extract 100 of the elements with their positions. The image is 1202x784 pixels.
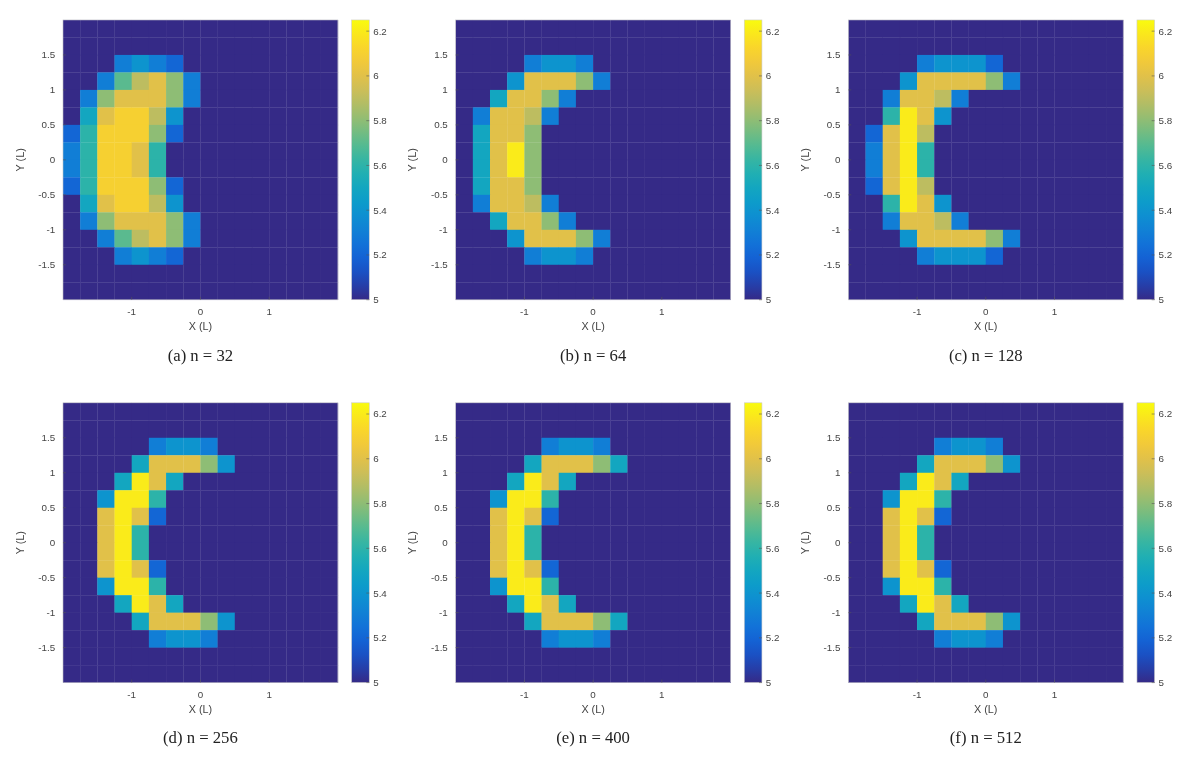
color-bar-label: 5.6: [373, 159, 388, 171]
color-bar-label: 5.2: [765, 632, 780, 644]
color-bar-label: 5.6: [373, 542, 388, 554]
color-bar-label: 5.8: [373, 115, 388, 127]
color-bar-label: 5.4: [1158, 587, 1173, 599]
x-tick-label: -1: [912, 689, 922, 701]
x-tick-label: 1: [659, 689, 665, 701]
x-tick-label: -1: [912, 306, 922, 318]
y-tick-label: -1: [831, 224, 841, 236]
color-bar-label: 5.4: [373, 587, 388, 599]
color-bar-label: 5.8: [1158, 497, 1173, 509]
color-bar-label: 5.4: [373, 204, 388, 216]
text: (f) n = 512: [949, 728, 1022, 748]
color-bar-label: 5.8: [765, 115, 781, 127]
color-bar-label: 5.4: [765, 204, 781, 216]
y-tick-label: 0: [49, 537, 56, 549]
x-tick-label: 0: [983, 306, 990, 318]
color-bar-label: 5.2: [373, 632, 387, 644]
color-bar-label: 5.8: [765, 497, 781, 509]
y-tick-label: 1: [442, 467, 448, 479]
y-tick-label: -1: [831, 607, 841, 619]
y-tick-label: -0.5: [823, 189, 842, 201]
x-axis-title: X (L): [188, 320, 213, 333]
y-tick-label: 1.5: [41, 49, 56, 61]
color-bar-label: 5: [765, 294, 772, 306]
y-axis-title: Y (L): [13, 531, 26, 555]
color-bar-label: 6.2: [373, 25, 387, 37]
x-tick-label: 0: [197, 689, 204, 701]
y-tick-label: 1.5: [826, 49, 842, 61]
color-bar-label: 5.6: [1158, 542, 1173, 554]
y-axis-title: Y (L): [406, 531, 419, 555]
y-tick-label: 0.5: [41, 119, 56, 131]
y-tick-label: -1: [439, 224, 448, 236]
color-bar-label: 6: [1158, 453, 1165, 465]
y-tick-label: -0.5: [430, 572, 449, 584]
color-bar-label: 5.8: [1158, 115, 1173, 127]
color-bar-label: 5: [373, 294, 380, 306]
color-bar-label: 6.2: [373, 408, 387, 420]
y-tick-label: -0.5: [430, 189, 449, 201]
y-tick-label: -1.5: [430, 642, 449, 654]
y-tick-label: -1.5: [823, 642, 842, 654]
x-tick-label: 1: [266, 306, 272, 318]
color-bar-label: 5.2: [373, 249, 387, 261]
color-bar-label: 5.6: [765, 159, 781, 171]
color-bar-label: 5.4: [1158, 204, 1173, 216]
color-bar-label: 6.2: [1158, 25, 1173, 37]
y-tick-label: -1: [439, 607, 448, 619]
y-tick-label: -1: [46, 607, 56, 619]
color-bar-label: 6: [765, 453, 772, 465]
y-axis-title: Y (L): [799, 148, 812, 172]
y-tick-label: 0: [835, 154, 842, 166]
x-tick-label: 0: [590, 306, 597, 318]
color-bar-label: 5: [1158, 677, 1165, 689]
color-bar-label: 5.4: [765, 587, 781, 599]
x-tick-label: -1: [127, 689, 137, 701]
text: (c) n = 128: [948, 345, 1023, 365]
y-tick-label: 1: [835, 84, 841, 96]
x-tick-label: -1: [520, 689, 529, 701]
x-tick-label: -1: [127, 306, 137, 318]
y-tick-label: 1.5: [434, 49, 449, 61]
y-tick-label: -1.5: [38, 259, 56, 271]
color-bar-label: 6.2: [765, 25, 780, 37]
text: (d) n = 256: [163, 728, 238, 748]
y-axis-title: Y (L): [406, 148, 419, 172]
color-bar-label: 5: [765, 677, 772, 689]
color-bar-label: 5.8: [373, 497, 388, 509]
color-bar-label: 6.2: [765, 408, 780, 420]
x-axis-title: X (L): [581, 320, 605, 333]
color-bar-label: 6: [373, 70, 380, 82]
color-bar-label: 5: [1158, 294, 1165, 306]
y-tick-label: -0.5: [823, 572, 842, 584]
x-tick-label: -1: [520, 306, 529, 318]
y-tick-label: 0.5: [826, 502, 842, 514]
color-bar-label: 5.2: [1158, 632, 1173, 644]
y-tick-label: -1.5: [430, 259, 449, 271]
text: (b) n = 64: [559, 345, 627, 365]
y-axis-title: Y (L): [13, 148, 26, 172]
y-tick-label: -1: [46, 224, 56, 236]
y-tick-label: 1: [442, 84, 448, 96]
color-bar-label: 5.6: [1158, 159, 1173, 171]
y-tick-label: 1.5: [41, 432, 56, 444]
color-bar-label: 5.2: [1158, 249, 1173, 261]
x-axis-title: X (L): [188, 703, 213, 716]
y-tick-label: 0.5: [434, 119, 449, 131]
color-bar-label: 6: [765, 70, 772, 82]
y-tick-label: 0: [835, 537, 842, 549]
color-bar-label: 6: [373, 453, 380, 465]
y-tick-label: 0: [442, 537, 449, 549]
y-axis-title: Y (L): [799, 531, 812, 555]
x-tick-label: 1: [1051, 306, 1058, 318]
color-bar-label: 6.2: [1158, 408, 1173, 420]
x-axis-title: X (L): [974, 703, 998, 716]
text: (a) n = 32: [167, 345, 234, 365]
y-tick-label: -0.5: [38, 189, 56, 201]
x-tick-label: 1: [1051, 689, 1058, 701]
y-tick-label: 0.5: [41, 502, 56, 514]
y-tick-label: 1: [49, 84, 56, 96]
y-tick-label: -1.5: [823, 259, 842, 271]
x-tick-label: 1: [659, 306, 665, 318]
y-tick-label: 0: [49, 154, 56, 166]
